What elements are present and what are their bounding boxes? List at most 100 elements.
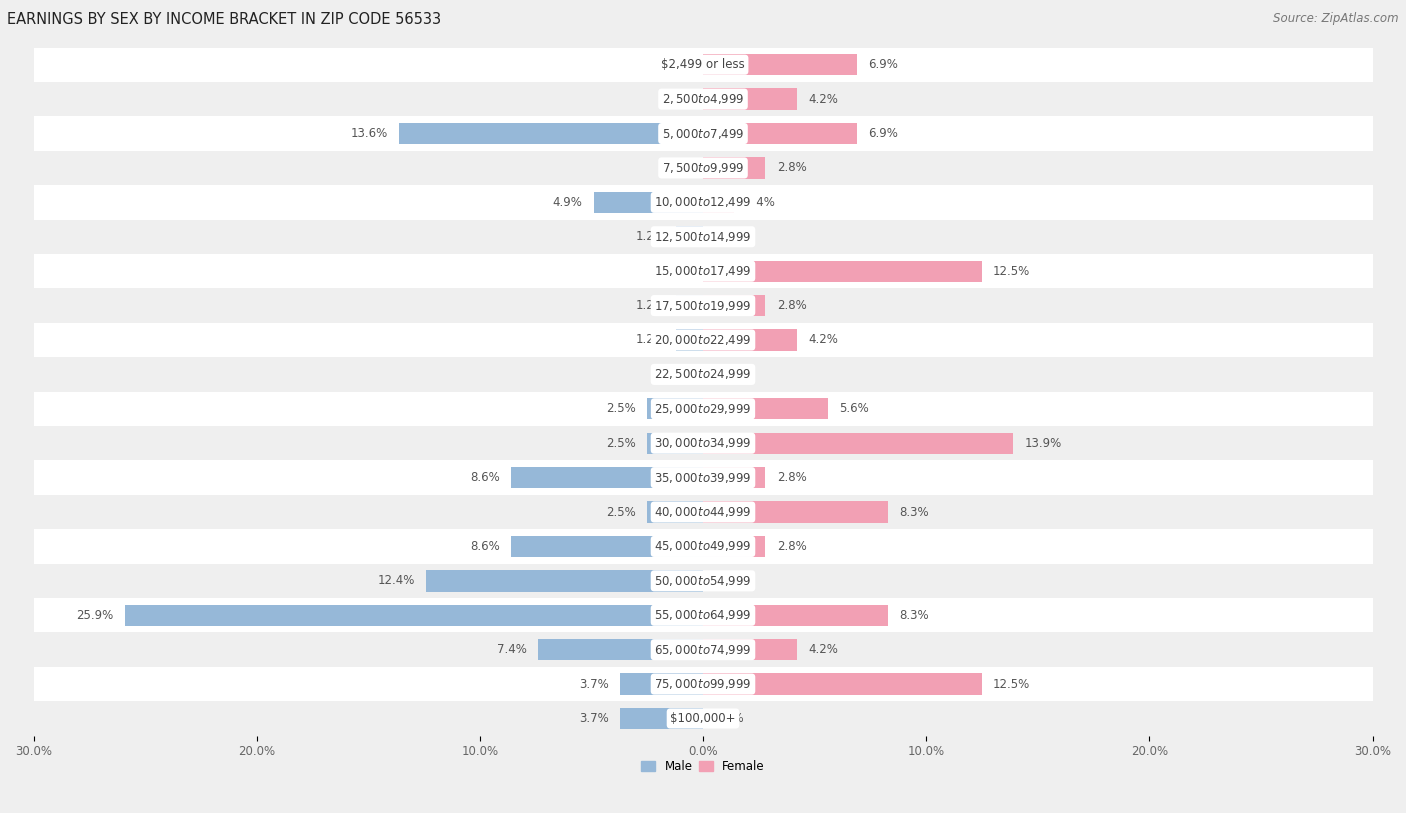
Bar: [676, 226, 703, 247]
Bar: [399, 123, 703, 144]
Text: $20,000 to $22,499: $20,000 to $22,499: [654, 333, 752, 347]
Bar: [703, 502, 889, 523]
Text: 8.3%: 8.3%: [900, 609, 929, 622]
Bar: [593, 192, 703, 213]
Text: 2.8%: 2.8%: [776, 471, 807, 484]
Bar: [703, 605, 889, 626]
Bar: [703, 192, 734, 213]
Text: 2.8%: 2.8%: [776, 162, 807, 175]
Text: 25.9%: 25.9%: [76, 609, 114, 622]
Text: 12.5%: 12.5%: [993, 677, 1031, 690]
Text: $35,000 to $39,999: $35,000 to $39,999: [654, 471, 752, 485]
Text: 1.2%: 1.2%: [636, 333, 665, 346]
Bar: [703, 89, 797, 110]
Text: 0.0%: 0.0%: [714, 230, 744, 243]
Bar: [34, 495, 1372, 529]
Bar: [510, 536, 703, 557]
Text: $40,000 to $44,999: $40,000 to $44,999: [654, 505, 752, 519]
Text: 12.4%: 12.4%: [378, 574, 415, 587]
Bar: [510, 467, 703, 489]
Text: EARNINGS BY SEX BY INCOME BRACKET IN ZIP CODE 56533: EARNINGS BY SEX BY INCOME BRACKET IN ZIP…: [7, 12, 441, 27]
Bar: [34, 633, 1372, 667]
Bar: [703, 398, 828, 420]
Bar: [34, 357, 1372, 392]
Text: $2,500 to $4,999: $2,500 to $4,999: [662, 92, 744, 107]
Text: 6.9%: 6.9%: [868, 127, 898, 140]
Bar: [647, 433, 703, 454]
Text: 1.4%: 1.4%: [745, 196, 775, 209]
Bar: [703, 467, 765, 489]
Text: $10,000 to $12,499: $10,000 to $12,499: [654, 195, 752, 210]
Bar: [34, 47, 1372, 82]
Text: 3.7%: 3.7%: [579, 712, 609, 725]
Text: $15,000 to $17,499: $15,000 to $17,499: [654, 264, 752, 278]
Bar: [34, 323, 1372, 357]
Text: $5,000 to $7,499: $5,000 to $7,499: [662, 127, 744, 141]
Text: 0.0%: 0.0%: [662, 59, 692, 72]
Bar: [647, 398, 703, 420]
Text: 8.3%: 8.3%: [900, 506, 929, 519]
Text: 4.2%: 4.2%: [808, 333, 838, 346]
Text: 4.2%: 4.2%: [808, 643, 838, 656]
Bar: [34, 220, 1372, 254]
Bar: [703, 433, 1014, 454]
Text: 2.8%: 2.8%: [776, 540, 807, 553]
Text: $25,000 to $29,999: $25,000 to $29,999: [654, 402, 752, 415]
Bar: [703, 295, 765, 316]
Text: 2.5%: 2.5%: [606, 437, 636, 450]
Bar: [34, 185, 1372, 220]
Text: $17,500 to $19,999: $17,500 to $19,999: [654, 298, 752, 312]
Text: 8.6%: 8.6%: [470, 540, 501, 553]
Bar: [426, 570, 703, 592]
Bar: [125, 605, 703, 626]
Text: $55,000 to $64,999: $55,000 to $64,999: [654, 608, 752, 622]
Text: $7,500 to $9,999: $7,500 to $9,999: [662, 161, 744, 175]
Bar: [703, 329, 797, 350]
Bar: [34, 150, 1372, 185]
Legend: Male, Female: Male, Female: [637, 755, 769, 778]
Text: $100,000+: $100,000+: [671, 712, 735, 725]
Bar: [676, 295, 703, 316]
Text: 0.0%: 0.0%: [714, 712, 744, 725]
Bar: [703, 54, 858, 76]
Bar: [703, 123, 858, 144]
Text: 0.0%: 0.0%: [662, 93, 692, 106]
Text: 2.5%: 2.5%: [606, 402, 636, 415]
Bar: [647, 502, 703, 523]
Text: 0.0%: 0.0%: [714, 574, 744, 587]
Bar: [703, 157, 765, 179]
Bar: [34, 598, 1372, 633]
Bar: [676, 329, 703, 350]
Text: 2.8%: 2.8%: [776, 299, 807, 312]
Text: 8.6%: 8.6%: [470, 471, 501, 484]
Bar: [703, 536, 765, 557]
Text: $50,000 to $54,999: $50,000 to $54,999: [654, 574, 752, 588]
Text: $22,500 to $24,999: $22,500 to $24,999: [654, 367, 752, 381]
Text: $65,000 to $74,999: $65,000 to $74,999: [654, 642, 752, 657]
Bar: [34, 392, 1372, 426]
Bar: [703, 673, 981, 695]
Text: 4.2%: 4.2%: [808, 93, 838, 106]
Text: 0.0%: 0.0%: [662, 368, 692, 381]
Bar: [34, 254, 1372, 289]
Bar: [34, 529, 1372, 563]
Text: $75,000 to $99,999: $75,000 to $99,999: [654, 677, 752, 691]
Text: 6.9%: 6.9%: [868, 59, 898, 72]
Text: $30,000 to $34,999: $30,000 to $34,999: [654, 437, 752, 450]
Bar: [34, 426, 1372, 460]
Text: 2.5%: 2.5%: [606, 506, 636, 519]
Text: 4.9%: 4.9%: [553, 196, 582, 209]
Text: 0.0%: 0.0%: [662, 162, 692, 175]
Bar: [34, 563, 1372, 598]
Bar: [538, 639, 703, 660]
Text: 0.0%: 0.0%: [662, 265, 692, 278]
Text: 7.4%: 7.4%: [496, 643, 527, 656]
Text: 5.6%: 5.6%: [839, 402, 869, 415]
Text: 1.2%: 1.2%: [636, 299, 665, 312]
Bar: [34, 82, 1372, 116]
Text: 12.5%: 12.5%: [993, 265, 1031, 278]
Text: Source: ZipAtlas.com: Source: ZipAtlas.com: [1274, 12, 1399, 25]
Bar: [620, 708, 703, 729]
Text: 3.7%: 3.7%: [579, 677, 609, 690]
Bar: [34, 116, 1372, 150]
